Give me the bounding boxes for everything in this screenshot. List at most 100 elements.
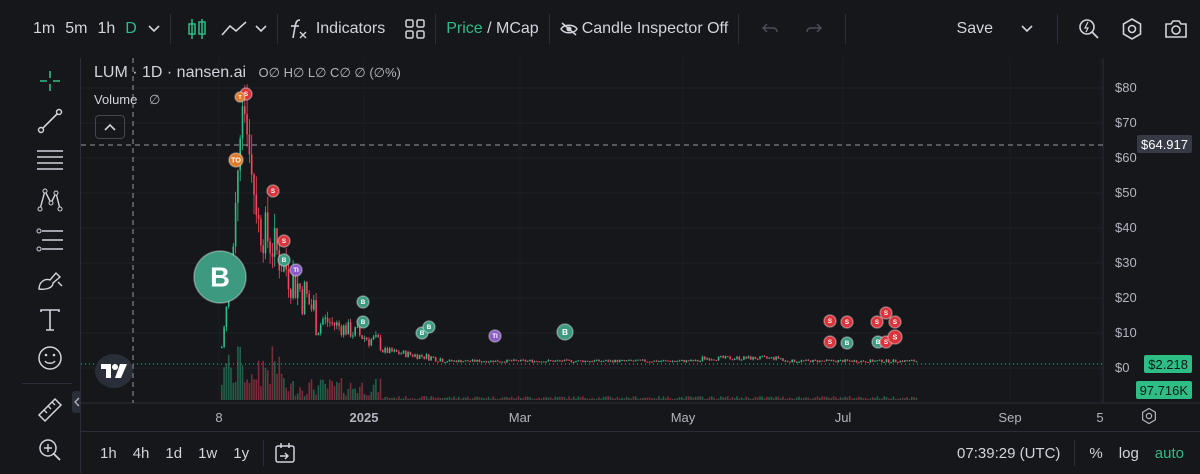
candle-body (814, 359, 816, 361)
sell-marker[interactable]: S (266, 184, 280, 198)
volume-bar (303, 395, 306, 400)
candle-body (446, 361, 448, 363)
candles-icon[interactable] (187, 18, 207, 40)
auto-scale-toggle[interactable]: auto (1154, 444, 1184, 462)
settings-icon[interactable] (1120, 17, 1144, 41)
candle-body (733, 358, 736, 360)
fib-tool[interactable] (30, 222, 70, 258)
chevron-down-icon[interactable] (148, 25, 160, 33)
chart-pane[interactable]: $90 $80 $70 $60 $50 $40 $30 $20 $10 $0 8 2025 Mar Ma… (81, 58, 1200, 431)
timeframe-1h[interactable]: 1h (97, 20, 116, 37)
tradingview-icon (101, 364, 127, 378)
price-mcap-toggle[interactable]: Price / MCap (446, 0, 538, 58)
sell-marker[interactable]: S (888, 315, 902, 329)
pattern-tool[interactable] (30, 182, 70, 218)
collapse-toolbar-button[interactable] (72, 391, 82, 413)
camera-icon[interactable] (1164, 19, 1188, 39)
mcap-option[interactable]: MCap (496, 20, 539, 37)
candle-body (432, 356, 435, 358)
volume-bar (313, 389, 315, 400)
buy-marker[interactable]: B (840, 336, 854, 350)
candle-body (609, 360, 612, 362)
range-1h[interactable]: 1h (100, 444, 117, 462)
sell-marker[interactable]: S (840, 315, 854, 329)
emoji-tool[interactable] (30, 340, 70, 376)
volume-bar (747, 397, 750, 400)
timeframe-5m[interactable]: 5m (65, 20, 88, 37)
horizontal-lines-tool[interactable] (30, 142, 70, 178)
sell-marker[interactable]: S (870, 315, 884, 329)
volume-bar (595, 398, 598, 400)
measure-tool[interactable] (30, 392, 70, 428)
volume-bar (285, 387, 287, 400)
indicators-button[interactable]: Indicators (288, 0, 385, 58)
candle-body (522, 359, 524, 361)
price-option[interactable]: Price (446, 20, 483, 37)
log-scale-toggle[interactable]: log (1118, 444, 1139, 462)
sell-marker[interactable]: S (887, 329, 903, 345)
quick-search-icon[interactable] (1078, 18, 1100, 40)
volume-bar (526, 396, 529, 400)
candle-body (556, 360, 559, 362)
candle-body (832, 360, 835, 362)
trade-out-marker[interactable]: TO (228, 152, 244, 168)
buy-marker[interactable]: B (422, 320, 436, 334)
buy-marker-large[interactable]: B (193, 250, 247, 304)
utc-clock[interactable]: 07:39:29 (UTC) (957, 444, 1061, 462)
buy-marker[interactable]: B (356, 315, 370, 329)
transfer-in-marker[interactable]: TI (289, 263, 303, 277)
candle-inspector-button[interactable]: Candle Inspector Off (559, 0, 728, 58)
volume-bar (395, 398, 398, 400)
price-chart[interactable]: $90 $80 $70 $60 $50 $40 $30 $20 $10 $0 8 2025 Mar Ma… (81, 58, 1200, 431)
range-1y[interactable]: 1y (233, 444, 250, 462)
brush-tool[interactable] (30, 262, 70, 298)
candle-body (869, 359, 872, 363)
chevron-down-icon[interactable] (255, 25, 267, 33)
percent-scale-toggle[interactable]: % (1089, 444, 1103, 462)
zoom-tool[interactable] (30, 432, 70, 468)
buy-marker[interactable]: B (277, 253, 291, 267)
undo-icon[interactable] (761, 22, 779, 36)
candle-body (621, 360, 623, 362)
volume-bar (234, 382, 237, 400)
line-chart-icon[interactable] (221, 21, 247, 37)
trend-line-tool[interactable] (30, 103, 70, 139)
timeframe-1m[interactable]: 1m (33, 20, 56, 37)
candle-body (858, 362, 860, 364)
candle-body (853, 360, 856, 362)
crosshair-tool[interactable] (30, 63, 70, 99)
sell-marker[interactable]: S (879, 306, 893, 320)
save-button[interactable]: Save (957, 0, 993, 58)
trade-marker[interactable]: T (234, 91, 246, 103)
volume-badge: 97.716K (1135, 381, 1192, 399)
transfer-in-marker[interactable]: TI (488, 329, 502, 343)
range-1d[interactable]: 1d (165, 444, 183, 462)
volume-bar (885, 396, 888, 400)
candle-body (892, 359, 895, 363)
candle-body (273, 228, 276, 257)
redo-icon[interactable] (805, 22, 823, 36)
sell-marker[interactable]: S (823, 314, 837, 328)
time-tick-label: 2025 (350, 410, 379, 425)
sell-marker[interactable]: S (823, 335, 837, 349)
candle-body (655, 360, 658, 362)
symbol-title[interactable]: LUM · 1D · nansen.ai (94, 64, 247, 81)
tradingview-logo[interactable] (95, 354, 133, 388)
sell-marker[interactable]: S (277, 234, 291, 248)
timeframe-d[interactable]: D (125, 20, 137, 37)
candle-body (761, 356, 764, 358)
text-tool[interactable] (30, 302, 70, 338)
buy-marker[interactable]: B (356, 295, 370, 309)
range-1w[interactable]: 1w (198, 444, 218, 462)
go-to-date-icon[interactable] (274, 442, 296, 464)
pattern-icon (37, 188, 63, 212)
chevron-down-icon[interactable] (1021, 25, 1033, 33)
buy-marker[interactable]: B (556, 323, 574, 341)
collapse-legend-button[interactable] (95, 115, 125, 139)
volume-bar (591, 397, 593, 400)
templates-icon[interactable] (405, 19, 425, 39)
svg-text:S: S (271, 188, 275, 195)
candle-body (492, 360, 494, 363)
go-to-realtime-button[interactable] (1139, 406, 1159, 426)
range-4h[interactable]: 4h (132, 444, 150, 462)
